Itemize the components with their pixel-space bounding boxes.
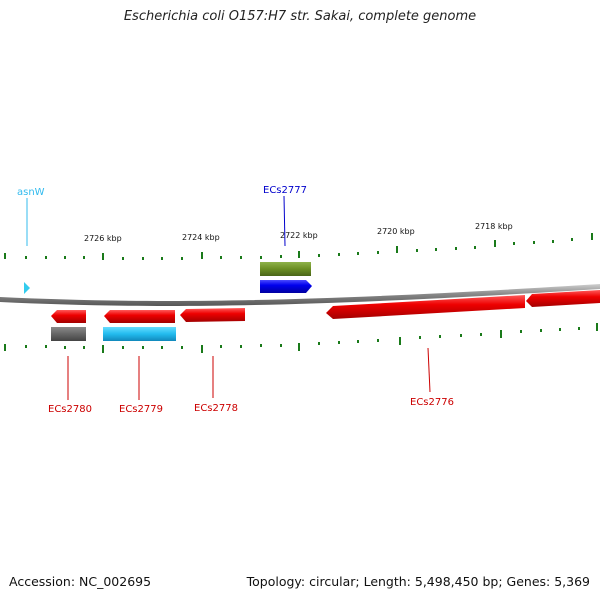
tick-mark bbox=[455, 247, 457, 250]
tick-mark bbox=[122, 346, 124, 349]
tick-mark bbox=[416, 249, 418, 252]
tick-mark bbox=[102, 345, 104, 353]
gene-arrow-ecs2779[interactable] bbox=[104, 310, 175, 323]
gene-arrow-ecs2777[interactable] bbox=[260, 280, 312, 293]
tick-mark bbox=[25, 256, 27, 259]
tick-mark bbox=[25, 345, 27, 348]
label-ecs2778[interactable]: ECs2778 bbox=[194, 403, 238, 414]
label-leaders bbox=[26, 195, 431, 400]
tick-mark bbox=[83, 346, 85, 349]
tick-mark bbox=[298, 343, 300, 351]
tick-mark bbox=[201, 252, 203, 259]
tick-mark bbox=[64, 346, 66, 349]
tick-mark bbox=[474, 246, 476, 249]
label-ecs2780[interactable]: ECs2780 bbox=[48, 404, 92, 415]
reverse-strand-features bbox=[51, 290, 600, 341]
tick-mark bbox=[260, 344, 262, 347]
tick-label: 2718 kbp bbox=[475, 222, 513, 231]
gene-arrow-ecs2776-continued[interactable] bbox=[526, 290, 600, 307]
tick-mark bbox=[357, 340, 359, 343]
leader-ecs2777 bbox=[283, 195, 286, 247]
tick-mark bbox=[142, 346, 144, 349]
tick-mark bbox=[280, 255, 282, 258]
gene-arrow-asnw[interactable] bbox=[24, 282, 30, 294]
label-ecs2777[interactable]: ECs2777 bbox=[263, 185, 307, 196]
tick-mark bbox=[399, 337, 401, 345]
tick-mark bbox=[500, 330, 502, 338]
tick-mark bbox=[181, 257, 183, 260]
upper-tick-track bbox=[4, 233, 593, 260]
tick-mark bbox=[260, 256, 262, 259]
accession-text: Accession: NC_002695 bbox=[9, 574, 152, 589]
tick-label: 2720 kbp bbox=[377, 227, 415, 236]
tick-label: 2726 kbp bbox=[84, 234, 122, 243]
tick-mark bbox=[357, 252, 359, 255]
tick-mark bbox=[142, 257, 144, 260]
label-ecs2779[interactable]: ECs2779 bbox=[119, 404, 163, 415]
tick-mark bbox=[513, 242, 515, 245]
tick-mark bbox=[298, 251, 300, 258]
tick-mark bbox=[571, 238, 573, 241]
tick-mark bbox=[419, 336, 421, 339]
tick-mark bbox=[435, 248, 437, 251]
scale-labels: 2726 kbp 2724 kbp 2722 kbp 2720 kbp 2718… bbox=[84, 222, 513, 243]
tick-mark bbox=[83, 256, 85, 259]
tick-mark bbox=[338, 341, 340, 344]
tick-mark bbox=[439, 335, 441, 338]
tick-mark bbox=[377, 339, 379, 342]
tick-mark bbox=[161, 257, 163, 260]
gene-arrow-ecs2778[interactable] bbox=[180, 308, 245, 322]
tick-mark bbox=[45, 345, 47, 348]
tick-mark bbox=[220, 256, 222, 259]
lower-tick-track bbox=[4, 323, 598, 353]
topology-text: Topology: circular; Length: 5,498,450 bp… bbox=[246, 574, 590, 589]
tick-mark bbox=[578, 327, 580, 330]
tick-mark bbox=[396, 246, 398, 253]
label-asnw[interactable]: asnW bbox=[17, 187, 45, 198]
tick-mark bbox=[494, 240, 496, 247]
tick-mark bbox=[181, 346, 183, 349]
tick-mark bbox=[591, 233, 593, 240]
tick-mark bbox=[240, 256, 242, 259]
tick-label: 2722 kbp bbox=[280, 231, 318, 240]
forward-strand-features bbox=[24, 262, 312, 294]
leader-ecs2776 bbox=[427, 347, 431, 393]
tick-mark bbox=[460, 334, 462, 337]
tick-mark bbox=[201, 345, 203, 353]
tick-mark bbox=[220, 345, 222, 348]
tick-mark bbox=[533, 241, 535, 244]
genome-backbone bbox=[0, 284, 600, 306]
gene-arrow-ecs2776[interactable] bbox=[326, 295, 525, 319]
gene-arrow-ecs2780[interactable] bbox=[51, 310, 86, 323]
tick-mark bbox=[161, 346, 163, 349]
tick-mark bbox=[552, 240, 554, 243]
tick-mark bbox=[280, 344, 282, 347]
tick-mark bbox=[596, 323, 598, 331]
tick-mark bbox=[559, 328, 561, 331]
feature-labels: asnW ECs2777 ECs2780 ECs2779 ECs2778 ECs… bbox=[17, 185, 454, 415]
tick-mark bbox=[318, 342, 320, 345]
tick-mark bbox=[102, 253, 104, 260]
tick-mark bbox=[122, 257, 124, 260]
label-ecs2776[interactable]: ECs2776 bbox=[410, 397, 454, 408]
cog-bar-ecs2780[interactable] bbox=[51, 327, 86, 341]
tick-mark bbox=[64, 256, 66, 259]
tick-mark bbox=[45, 256, 47, 259]
tick-mark bbox=[540, 329, 542, 332]
tick-mark bbox=[377, 251, 379, 254]
cog-bar-ecs2777[interactable] bbox=[260, 262, 311, 276]
tick-mark bbox=[4, 344, 6, 351]
map-title: Escherichia coli O157:H7 str. Sakai, com… bbox=[123, 9, 477, 24]
tick-mark bbox=[480, 333, 482, 336]
tick-mark bbox=[4, 253, 6, 259]
tick-mark bbox=[520, 330, 522, 333]
tick-mark bbox=[318, 254, 320, 257]
tick-mark bbox=[338, 253, 340, 256]
tick-label: 2724 kbp bbox=[182, 233, 220, 242]
cog-bar-ecs2779[interactable] bbox=[103, 327, 176, 341]
tick-mark bbox=[240, 345, 242, 348]
